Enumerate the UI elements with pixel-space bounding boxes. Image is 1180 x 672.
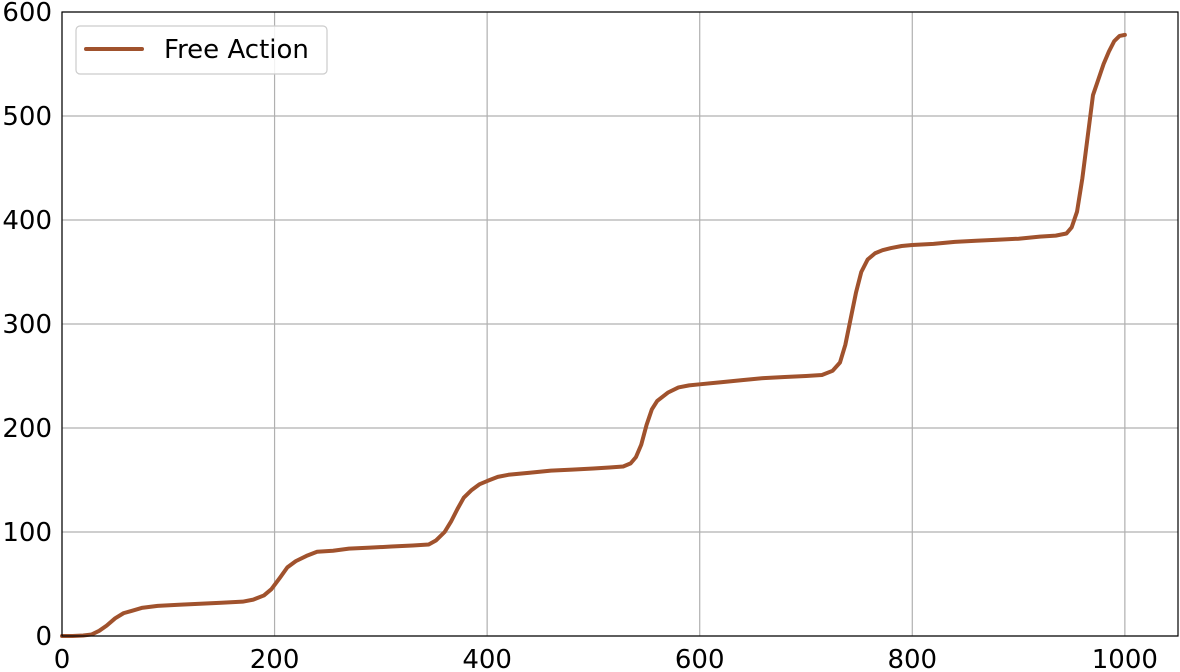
y-tick-label-1: 100 [2, 518, 52, 548]
series-line-0 [60, 32, 1127, 638]
legend[interactable]: Free Action [75, 25, 328, 75]
legend-label-free-action: Free Action [164, 35, 309, 65]
y-tick-label-5: 500 [2, 102, 52, 132]
y-tick-label-2: 200 [2, 414, 52, 444]
y-tick-label-6: 600 [2, 0, 52, 28]
x-tick-label-5: 1000 [1092, 645, 1158, 672]
x-tick-label-3: 600 [675, 645, 725, 672]
x-tick-label-1: 200 [250, 645, 300, 672]
y-tick-label-4: 400 [2, 206, 52, 236]
series-layer [60, 32, 1127, 638]
plot-frame [61, 11, 1179, 637]
y-tick-label-0: 0 [35, 622, 52, 652]
x-tick-label-2: 400 [462, 645, 512, 672]
x-tick-label-0: 0 [54, 645, 71, 672]
x-tick-label-4: 800 [887, 645, 937, 672]
tick-labels: 0 200 400 600 800 1000 0 100 200 300 400 500 600 [2, 0, 1158, 672]
y-tick-label-3: 300 [2, 310, 52, 340]
legend-box [75, 25, 328, 75]
